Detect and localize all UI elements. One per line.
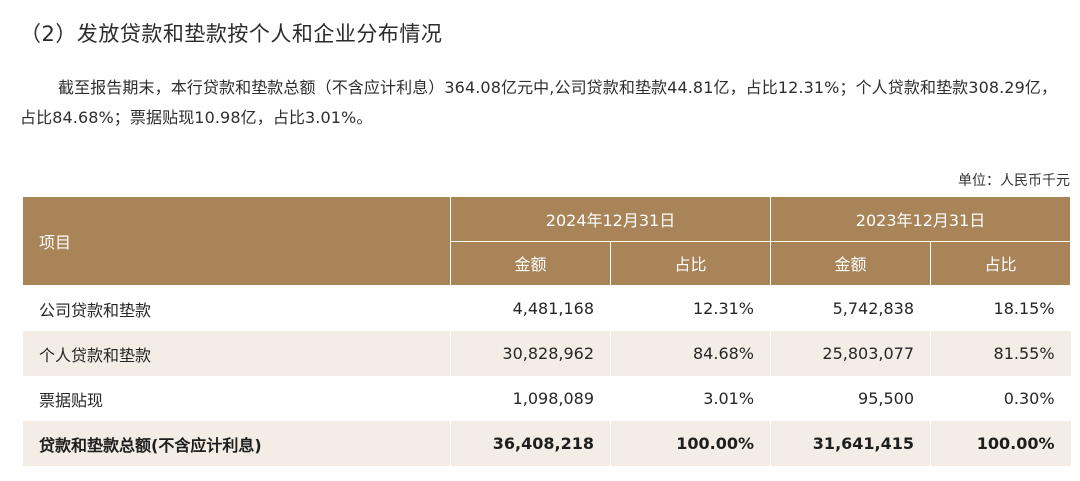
amount-2023: 95,500 — [770, 376, 931, 421]
section-heading: （2）发放贷款和垫款按个人和企业分布情况 — [20, 22, 443, 46]
amount-header-2024: 金额 — [450, 240, 611, 286]
total-label: 贷款和垫款总额(不含应计利息) — [22, 421, 451, 466]
loan-distribution-table: 项目 2024年12月31日 2023年12月31日 金额 占比 金额 占比 公… — [22, 196, 1072, 466]
unit-label: 单位：人民币千元 — [958, 173, 1070, 189]
ratio-2024: 12.31% — [609, 285, 771, 331]
row-label: 个人贷款和垫款 — [22, 331, 451, 376]
ratio-2024: 3.01% — [609, 376, 771, 421]
ratio-2023: 0.30% — [930, 376, 1071, 421]
item-header: 项目 — [22, 196, 451, 286]
amount-2023: 5,742,838 — [770, 285, 931, 331]
ratio-2023: 18.15% — [930, 285, 1071, 331]
total-amount-2023: 31,641,415 — [770, 421, 931, 466]
period-header-2023: 2023年12月31日 — [770, 196, 1072, 242]
table-row: 票据贴现 1,098,089 3.01% 95,500 0.30% — [22, 376, 1071, 421]
row-label: 票据贴现 — [22, 376, 451, 421]
total-ratio-2024: 100.00% — [609, 421, 771, 466]
ratio-2023: 81.55% — [930, 331, 1071, 376]
row-label: 公司贷款和垫款 — [22, 285, 451, 331]
amount-2024: 1,098,089 — [450, 376, 611, 421]
ratio-header-2024: 占比 — [609, 240, 772, 286]
ratio-header-2023: 占比 — [930, 240, 1072, 286]
table-row: 个人贷款和垫款 30,828,962 84.68% 25,803,077 81.… — [22, 331, 1071, 376]
ratio-2024: 84.68% — [609, 331, 771, 376]
amount-2024: 4,481,168 — [450, 285, 611, 331]
period-header-2024: 2024年12月31日 — [449, 196, 772, 242]
amount-2024: 30,828,962 — [450, 331, 611, 376]
total-amount-2024: 36,408,218 — [450, 421, 611, 466]
amount-header-2023: 金额 — [770, 240, 932, 286]
total-ratio-2023: 100.00% — [930, 421, 1071, 466]
summary-paragraph: 截至报告期末，本行贷款和垫款总额（不含应计利息）364.08亿元中,公司贷款和垫… — [20, 78, 1058, 127]
amount-2023: 25,803,077 — [770, 331, 931, 376]
total-row: 贷款和垫款总额(不含应计利息) 36,408,218 100.00% 31,64… — [22, 421, 1071, 466]
table-row: 公司贷款和垫款 4,481,168 12.31% 5,742,838 18.15… — [22, 285, 1071, 331]
